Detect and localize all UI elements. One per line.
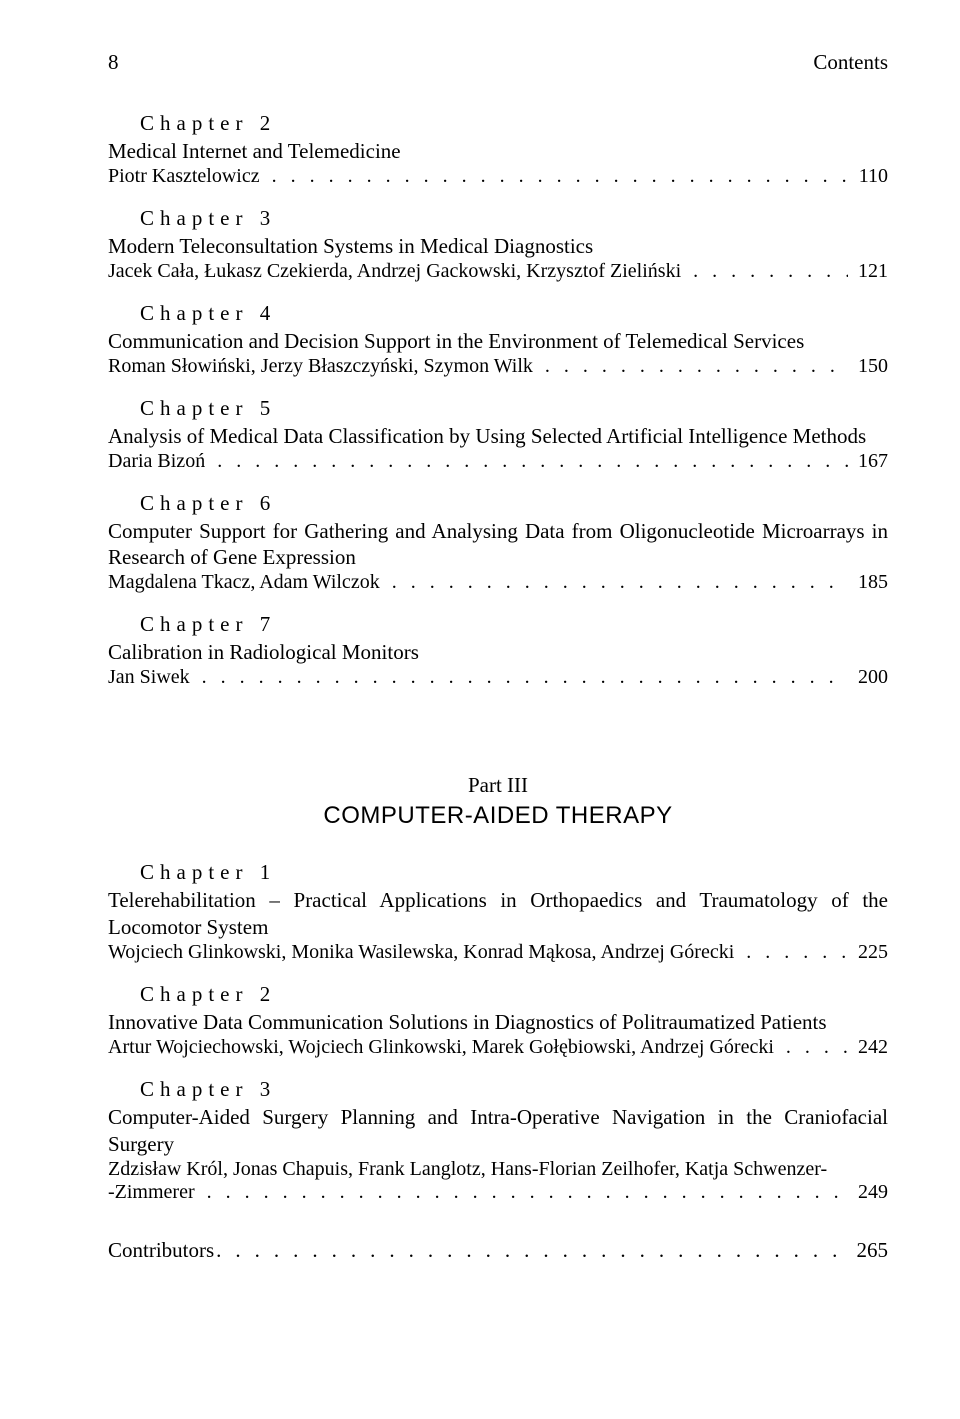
chapter-author-line: Daria Bizoń.............................… <box>108 450 888 473</box>
chapter-title: Computer-Aided Surgery Planning and Intr… <box>108 1104 888 1158</box>
chapters-section-top: Chapter 2Medical Internet and Telemedici… <box>108 111 888 689</box>
chapter-label: Chapter 7 <box>140 612 888 637</box>
chapter-block: Chapter 4Communication and Decision Supp… <box>108 301 888 378</box>
chapter-block: Chapter 2Innovative Data Communication S… <box>108 982 888 1059</box>
dot-leader: ........................................… <box>774 1036 848 1059</box>
chapter-label: Chapter 6 <box>140 491 888 516</box>
dot-leader: ........................................… <box>260 165 849 188</box>
dot-leader: ........................................… <box>533 355 848 378</box>
chapter-author-line: -Zimmerer...............................… <box>108 1181 888 1204</box>
chapter-label: Chapter 5 <box>140 396 888 421</box>
running-title: Contents <box>813 50 888 75</box>
chapter-page: 121 <box>848 260 888 283</box>
chapter-page: 167 <box>848 450 888 473</box>
chapter-label: Chapter 2 <box>140 982 888 1007</box>
chapter-author-line: Jan Siwek...............................… <box>108 666 888 689</box>
chapter-title: Telerehabilitation – Practical Applicati… <box>108 887 888 941</box>
dot-leader: ........................................… <box>205 450 848 473</box>
chapter-label: Chapter 1 <box>140 860 888 885</box>
dot-leader: ........................................… <box>214 1238 846 1263</box>
chapter-block: Chapter 6Computer Support for Gathering … <box>108 491 888 595</box>
chapter-block: Chapter 3Computer-Aided Surgery Planning… <box>108 1077 888 1204</box>
chapter-title: Computer Support for Gathering and Analy… <box>108 518 888 572</box>
chapter-title: Communication and Decision Support in th… <box>108 328 888 355</box>
chapter-label: Chapter 2 <box>140 111 888 136</box>
chapter-title: Innovative Data Communication Solutions … <box>108 1009 888 1036</box>
part-title: COMPUTER-AIDED THERAPY <box>108 802 888 830</box>
chapter-block: Chapter 7Calibration in Radiological Mon… <box>108 612 888 689</box>
chapter-block: Chapter 5Analysis of Medical Data Classi… <box>108 396 888 473</box>
contributors-label: Contributors <box>108 1238 214 1263</box>
chapter-block: Chapter 2Medical Internet and Telemedici… <box>108 111 888 188</box>
chapter-title: Calibration in Radiological Monitors <box>108 639 888 666</box>
chapters-section-part3: Chapter 1Telerehabilitation – Practical … <box>108 860 888 1203</box>
chapter-page: 249 <box>848 1181 888 1204</box>
chapter-author-line: Magdalena Tkacz, Adam Wilczok...........… <box>108 571 888 594</box>
chapter-page: 242 <box>848 1036 888 1059</box>
chapter-authors: Roman Słowiński, Jerzy Błaszczyński, Szy… <box>108 355 533 378</box>
dot-leader: ........................................… <box>195 1181 848 1204</box>
chapter-authors: Piotr Kasztelowicz <box>108 165 260 188</box>
dot-leader: ........................................… <box>734 941 848 964</box>
chapter-author-line: Roman Słowiński, Jerzy Błaszczyński, Szy… <box>108 355 888 378</box>
chapter-title: Analysis of Medical Data Classification … <box>108 423 888 450</box>
running-head: 8 Contents <box>108 50 888 75</box>
chapter-author-line: Wojciech Glinkowski, Monika Wasilewska, … <box>108 941 888 964</box>
chapter-label: Chapter 4 <box>140 301 888 326</box>
chapter-authors: Daria Bizoń <box>108 450 205 473</box>
chapter-authors: Zdzisław Król, Jonas Chapuis, Frank Lang… <box>108 1158 888 1181</box>
page-number: 8 <box>108 50 119 75</box>
chapter-page: 225 <box>848 941 888 964</box>
contributors-page: 265 <box>847 1238 889 1263</box>
chapter-label: Chapter 3 <box>140 1077 888 1102</box>
chapter-author-line: Artur Wojciechowski, Wojciech Glinkowski… <box>108 1036 888 1059</box>
chapter-authors: -Zimmerer <box>108 1181 195 1204</box>
dot-leader: ........................................… <box>380 571 848 594</box>
part-label: Part III <box>108 773 888 798</box>
chapter-block: Chapter 1Telerehabilitation – Practical … <box>108 860 888 964</box>
chapter-authors: Wojciech Glinkowski, Monika Wasilewska, … <box>108 941 734 964</box>
contributors-line: Contributors ...........................… <box>108 1238 888 1263</box>
chapter-title: Medical Internet and Telemedicine <box>108 138 888 165</box>
chapter-page: 150 <box>848 355 888 378</box>
chapter-authors: Jacek Cała, Łukasz Czekierda, Andrzej Ga… <box>108 260 681 283</box>
chapter-authors: Magdalena Tkacz, Adam Wilczok <box>108 571 380 594</box>
chapter-authors: Jan Siwek <box>108 666 190 689</box>
dot-leader: ........................................… <box>681 260 848 283</box>
chapter-page: 110 <box>849 165 888 188</box>
chapter-block: Chapter 3Modern Teleconsultation Systems… <box>108 206 888 283</box>
chapter-author-line: Piotr Kasztelowicz......................… <box>108 165 888 188</box>
dot-leader: ........................................… <box>190 666 848 689</box>
chapter-authors: Artur Wojciechowski, Wojciech Glinkowski… <box>108 1036 774 1059</box>
chapter-page: 200 <box>848 666 888 689</box>
chapter-author-line: Jacek Cała, Łukasz Czekierda, Andrzej Ga… <box>108 260 888 283</box>
chapter-page: 185 <box>848 571 888 594</box>
part-header: Part III COMPUTER-AIDED THERAPY <box>108 773 888 830</box>
chapter-label: Chapter 3 <box>140 206 888 231</box>
chapter-title: Modern Teleconsultation Systems in Medic… <box>108 233 888 260</box>
